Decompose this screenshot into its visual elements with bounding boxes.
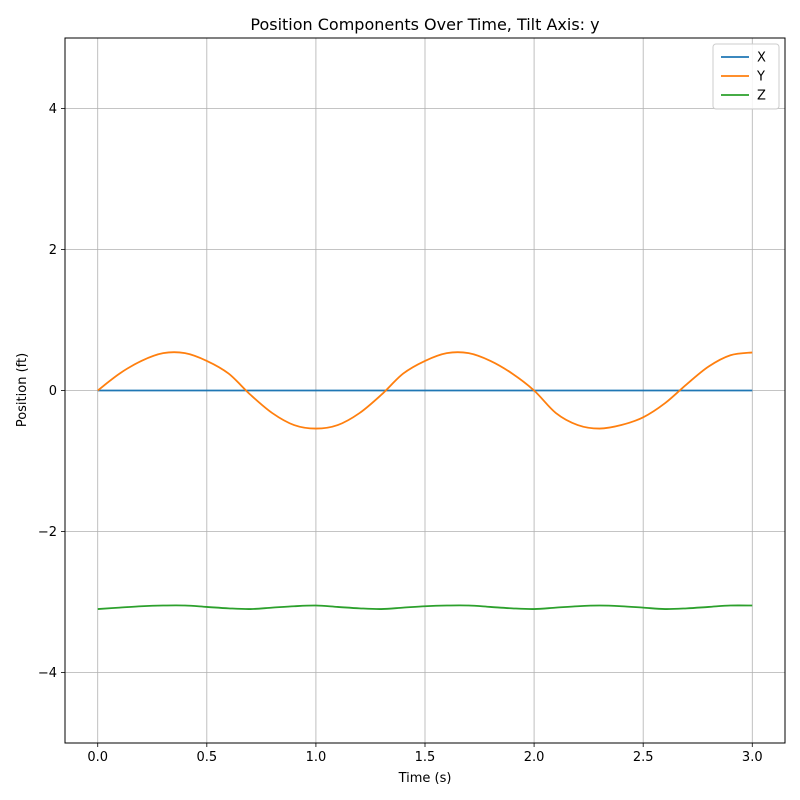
x-tick-label: 0.0 (87, 750, 108, 765)
x-tick-label: 0.5 (196, 750, 217, 765)
chart-title: Position Components Over Time, Tilt Axis… (250, 15, 599, 34)
series-line-z (97, 604, 753, 610)
legend-label-y: Y (756, 70, 765, 85)
series-line-y (97, 351, 753, 430)
x-tick-label: 1.5 (415, 750, 436, 765)
y-tick-label: −2 (38, 525, 57, 540)
x-axis: 0.0 0.5 1.0 1.5 2.0 2.5 3.0 (87, 743, 763, 765)
y-axis: −4 −2 0 2 4 (38, 102, 65, 681)
y-tick-label: −4 (38, 666, 57, 681)
y-tick-label: 4 (49, 102, 57, 117)
x-tick-label: 1.0 (306, 750, 327, 765)
legend-label-x: X (757, 51, 766, 66)
y-tick-label: 0 (49, 384, 57, 399)
y-axis-label: Position (ft) (15, 353, 30, 427)
x-tick-label: 2.0 (524, 750, 545, 765)
y-tick-label: 2 (49, 243, 57, 258)
x-axis-label: Time (s) (398, 771, 452, 786)
plot-lines (97, 351, 753, 610)
legend: XYZ (712, 43, 780, 110)
x-tick-label: 2.5 (633, 750, 654, 765)
legend-label-z: Z (757, 89, 766, 104)
x-tick-label: 3.0 (742, 750, 763, 765)
